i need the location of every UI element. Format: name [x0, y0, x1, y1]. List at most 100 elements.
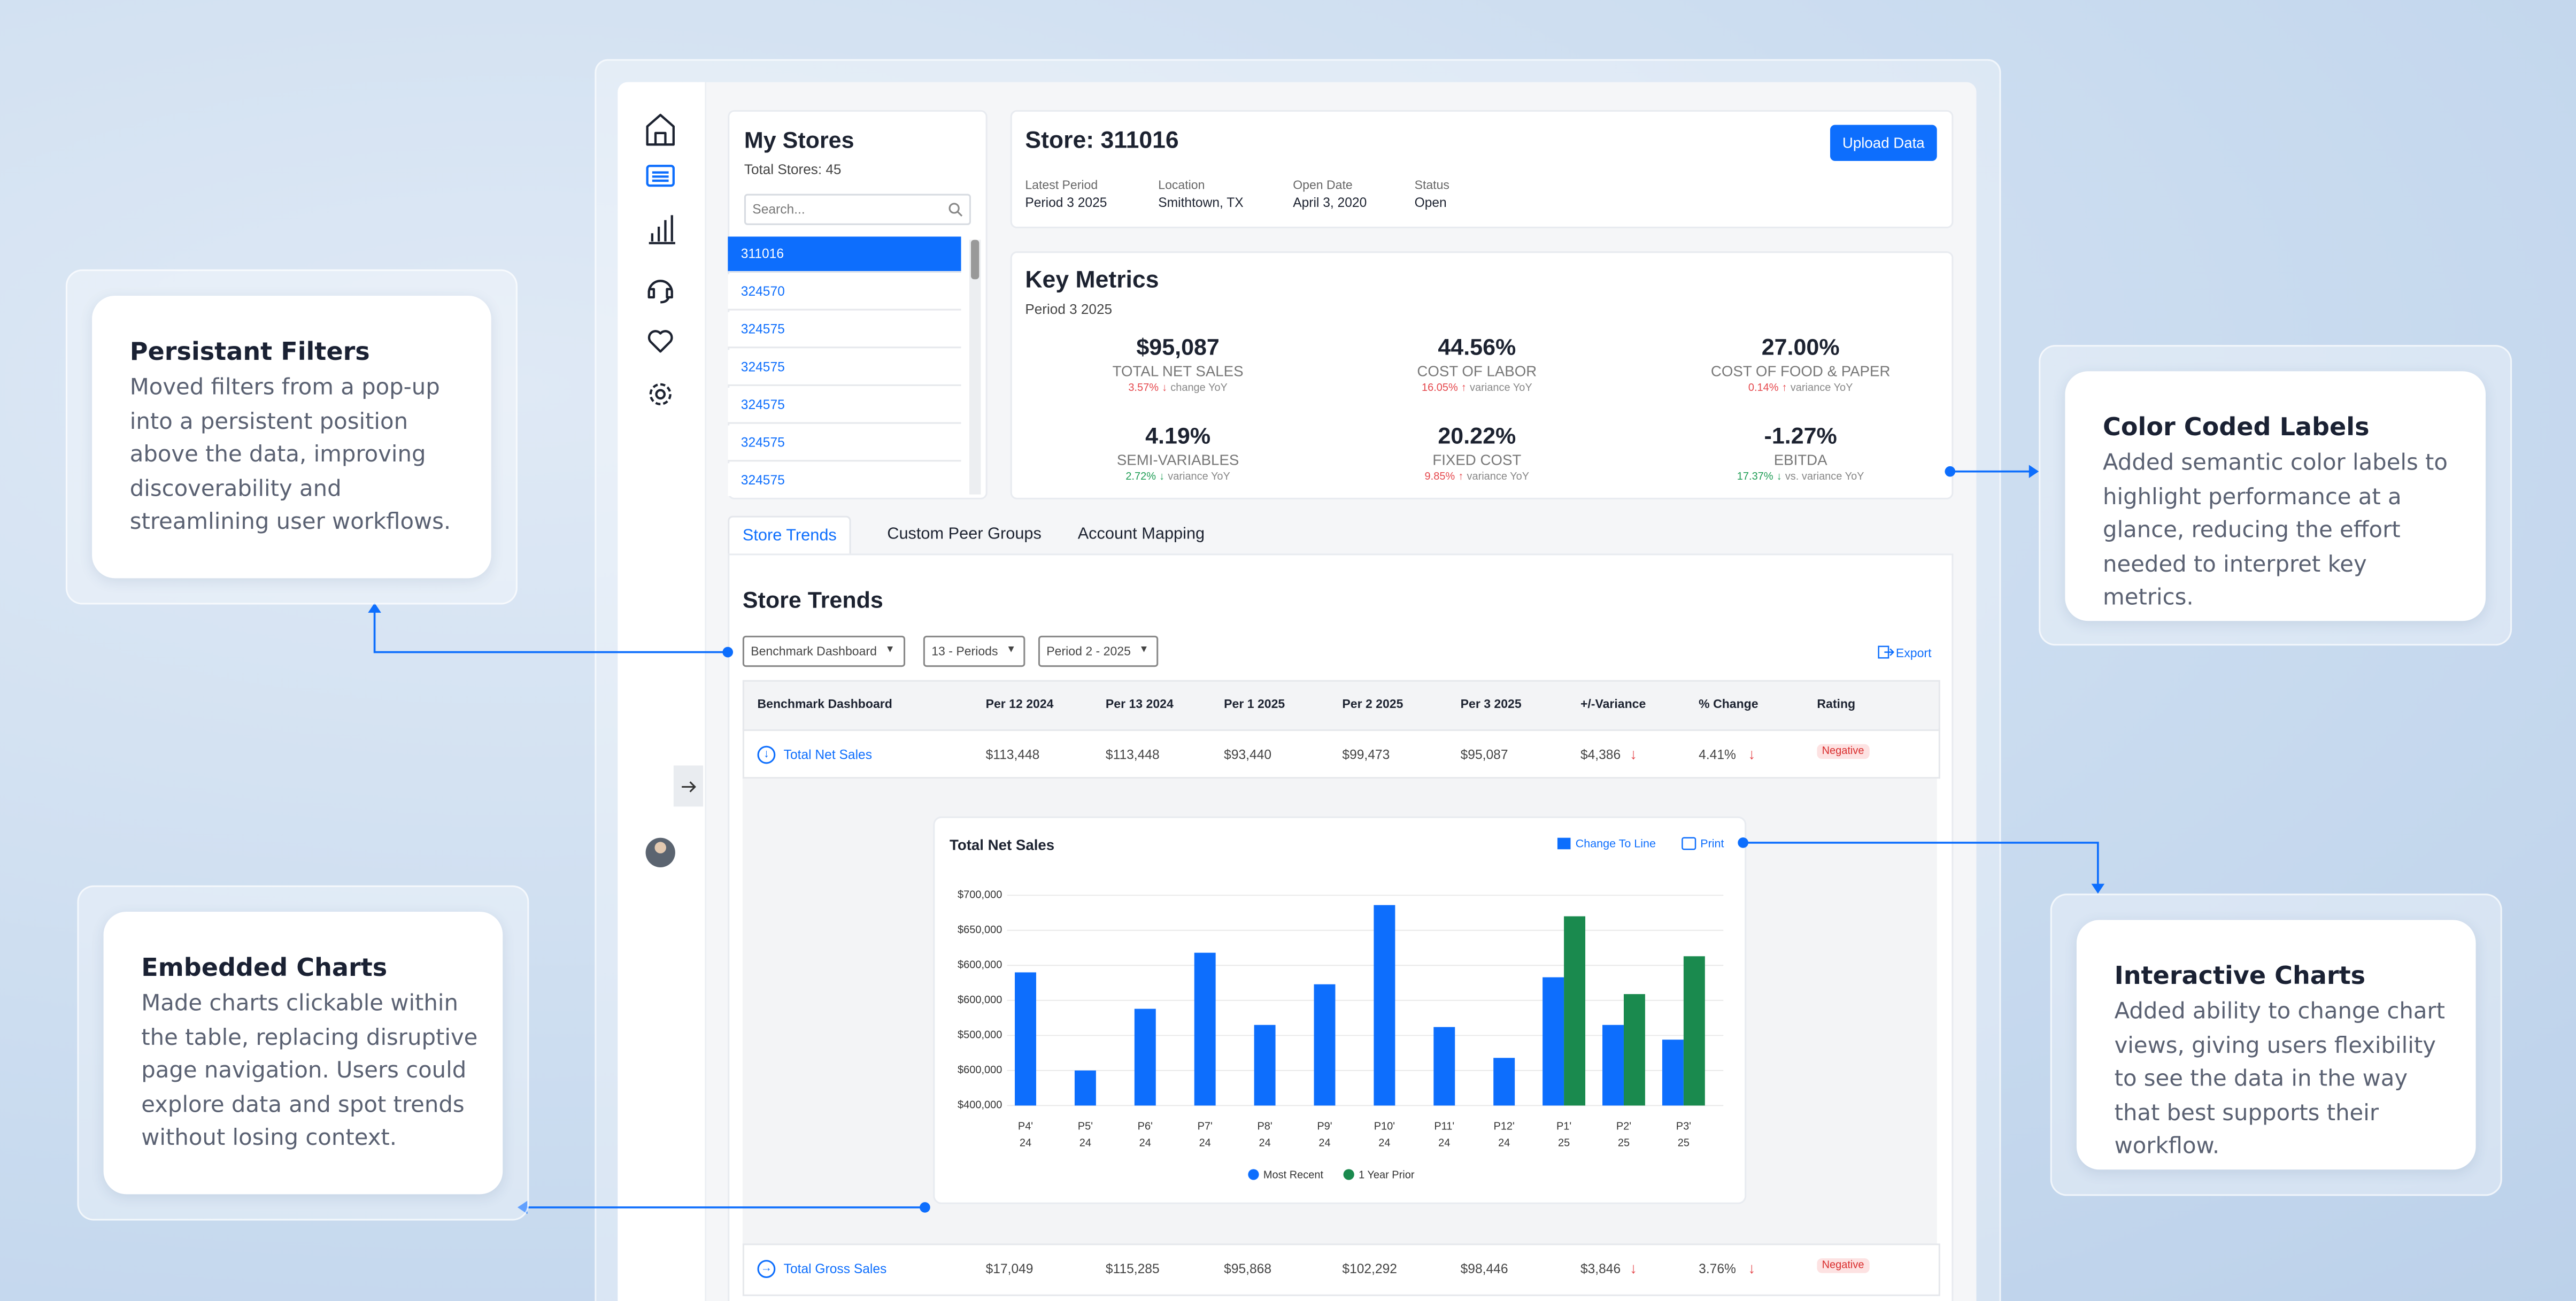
- callout-card: Color Coded Labels Added semantic color l…: [2065, 371, 2486, 621]
- store-item[interactable]: 324570: [728, 274, 961, 311]
- chart-title: Total Net Sales: [950, 836, 1054, 853]
- metrics-title: Key Metrics: [1025, 267, 1159, 294]
- bar: [1683, 956, 1705, 1106]
- callout-title: Interactive Charts: [2114, 961, 2366, 991]
- metric-change-row: 0.14% ↑ variance YoY: [1653, 383, 1948, 395]
- callout-title: Persistant Filters: [129, 336, 370, 367]
- metric-label: SEMI-VARIABLES: [1116, 451, 1239, 468]
- row-label[interactable]: Total Gross Sales: [783, 1261, 887, 1276]
- trend-arrow: ↓: [1748, 745, 1756, 763]
- field-label: Open Date: [1293, 177, 1353, 193]
- x-tick-label: 24: [1199, 1137, 1211, 1149]
- y-tick-label: $600,000: [958, 1064, 1002, 1076]
- tab[interactable]: Account Mapping: [1077, 526, 1205, 544]
- chart-action[interactable]: Change To Line: [1576, 837, 1656, 850]
- rating-badge: Negative: [1817, 744, 1869, 759]
- table-cell: $3,846: [1580, 1261, 1621, 1276]
- tab[interactable]: Custom Peer Groups: [887, 526, 1042, 544]
- bar: [1254, 1025, 1276, 1106]
- store-item[interactable]: 324575: [728, 312, 961, 349]
- store-item[interactable]: 324575: [728, 350, 961, 386]
- chart-icon[interactable]: [649, 215, 675, 244]
- search-box[interactable]: Search...: [744, 194, 971, 225]
- row-label[interactable]: Total Net Sales: [783, 747, 873, 763]
- table-row: [742, 727, 1940, 779]
- metric-label: EBITDA: [1773, 451, 1827, 468]
- metric-value: 44.56%: [1438, 333, 1516, 360]
- chart: Total Net Sales Change To Line Print $40…: [950, 836, 1724, 1181]
- metrics-period: Period 3 2025: [1025, 301, 1113, 317]
- change-line-icon: [1557, 837, 1571, 850]
- metric-arrow: ↓: [1159, 471, 1165, 483]
- home-icon[interactable]: [646, 113, 675, 146]
- favorites-icon[interactable]: [647, 330, 673, 353]
- stores-total: Total Stores: 45: [744, 161, 842, 178]
- callout-title: Color Coded Labels: [2103, 412, 2370, 442]
- bar: [1194, 952, 1216, 1106]
- store-item[interactable]: 324575: [728, 425, 961, 462]
- row-expand-icon[interactable]: ↓: [757, 745, 776, 764]
- field-label: Location: [1158, 177, 1205, 193]
- support-icon[interactable]: [647, 280, 673, 304]
- export-link[interactable]: Export: [1895, 645, 1932, 660]
- filter-dropdown[interactable]: 13 - Periods ▼: [923, 635, 1026, 667]
- filter-label: Period 2 - 2025: [1046, 644, 1131, 659]
- table-header: Rating: [1817, 696, 1856, 712]
- row-expand-icon[interactable]: →: [757, 1260, 776, 1279]
- metric-change: 2.72%: [1125, 471, 1156, 483]
- filter-dropdown[interactable]: Period 2 - 2025 ▼: [1038, 635, 1159, 667]
- store-item[interactable]: 324575: [728, 463, 961, 496]
- x-tick-label: 24: [1378, 1137, 1390, 1149]
- legend-swatch: [1248, 1169, 1259, 1180]
- chart-action[interactable]: Print: [1700, 837, 1724, 850]
- x-tick-label: 24: [1498, 1137, 1510, 1149]
- metric-label: TOTAL NET SALES: [1112, 363, 1244, 380]
- settings-icon[interactable]: [649, 383, 672, 405]
- metric-label: COST OF LABOR: [1417, 363, 1537, 380]
- export-icon: [1878, 645, 1894, 659]
- table-header: Per 2 2025: [1342, 696, 1403, 712]
- table-cell: $102,292: [1342, 1261, 1397, 1276]
- callout-glass: Embedded Charts Made charts clickable wit…: [77, 885, 529, 1221]
- store-item[interactable]: 311016: [728, 236, 961, 273]
- bar: [1542, 977, 1564, 1106]
- search-placeholder: Search...: [752, 202, 805, 217]
- dropdown-caret: ▼: [1006, 645, 1016, 656]
- trend-arrow: ↓: [1748, 1260, 1756, 1276]
- filter-label: Benchmark Dashboard: [751, 644, 877, 659]
- list-icon[interactable]: [646, 165, 675, 187]
- table-cell: $95,087: [1460, 747, 1508, 763]
- stores-card: My Stores Total Stores: 45 Search... 311…: [728, 110, 988, 499]
- callout-card: Persistant Filters Moved filters from a p…: [92, 295, 491, 579]
- trend-arrow: ↓: [1630, 1260, 1637, 1276]
- store-item[interactable]: 324575: [728, 387, 961, 424]
- connector: [373, 611, 728, 653]
- connector-dot: [1945, 466, 1956, 477]
- scrollbar-thumb[interactable]: [970, 240, 980, 280]
- x-tick-label: 25: [1678, 1137, 1690, 1149]
- callout-body: Added semantic color labels to highlight…: [2103, 450, 2448, 611]
- trends-title: Store Trends: [742, 586, 883, 613]
- y-tick-label: $600,000: [958, 994, 1002, 1006]
- field-value: Open: [1414, 195, 1447, 211]
- metric-change-row: 17.37% ↓ vs. variance YoY: [1653, 472, 1948, 483]
- tab[interactable]: Store Trends: [728, 515, 852, 556]
- metric-label: FIXED COST: [1432, 451, 1522, 468]
- table-cell: $17,049: [985, 1261, 1034, 1276]
- filter-dropdown[interactable]: Benchmark Dashboard ▼: [742, 635, 905, 667]
- table-header: +/-Variance: [1580, 696, 1646, 712]
- legend-swatch: [1343, 1169, 1354, 1180]
- sidebar-icons: [645, 113, 704, 868]
- metric-change-row: 3.57% ↓ change YoY: [1030, 383, 1326, 395]
- avatar-face: [654, 842, 666, 853]
- upload-button[interactable]: Upload Data: [1830, 125, 1937, 161]
- bar: [1433, 1027, 1455, 1106]
- bar: [1134, 1009, 1156, 1106]
- callout-body: Made charts clickable within the table, …: [141, 990, 478, 1152]
- field-value: Smithtown, TX: [1158, 195, 1244, 211]
- table-cell: $99,473: [1342, 747, 1390, 763]
- x-tick-label: P8': [1257, 1121, 1272, 1133]
- table-cell: $115,285: [1105, 1261, 1160, 1276]
- bar: [1015, 972, 1036, 1106]
